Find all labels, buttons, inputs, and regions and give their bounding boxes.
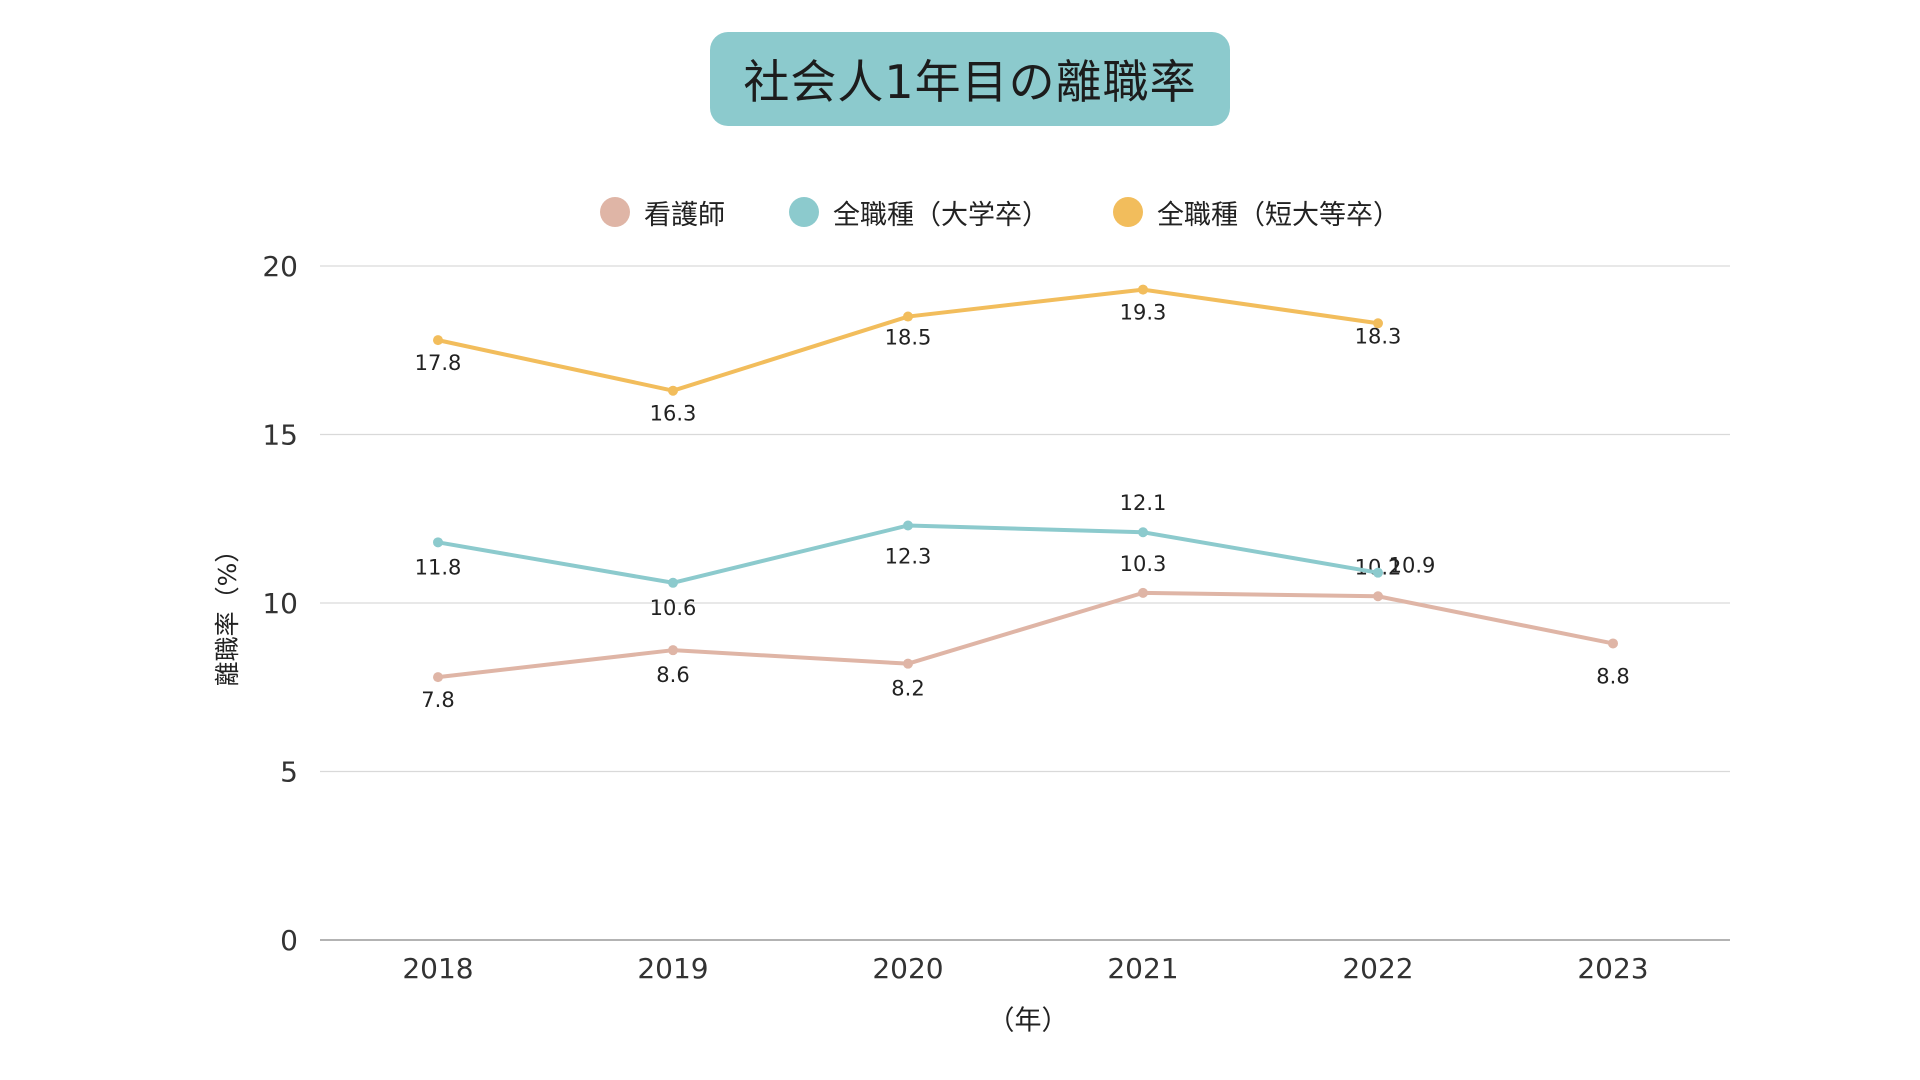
legend-item-junior-college: 全職種（短大等卒） xyxy=(1113,193,1400,232)
data-point xyxy=(1373,318,1383,329)
data-label: 8.2 xyxy=(891,677,924,701)
legend-swatch-nurse xyxy=(600,197,630,227)
data-label: 17.8 xyxy=(415,351,462,375)
legend-item-nurse: 看護師 xyxy=(600,193,725,232)
y-axis-label: 離職率（%） xyxy=(213,537,242,687)
x-tick-label: 2023 xyxy=(1577,952,1648,985)
legend-swatch-university xyxy=(789,197,819,227)
data-point xyxy=(1608,638,1618,649)
legend: 看護師 全職種（大学卒） 全職種（短大等卒） xyxy=(600,190,1400,234)
x-tick-label: 2022 xyxy=(1342,952,1413,985)
data-label: 8.6 xyxy=(656,663,689,687)
legend-item-university: 全職種（大学卒） xyxy=(789,193,1049,232)
data-label: 8.8 xyxy=(1596,664,1629,688)
legend-swatch-junior-college xyxy=(1113,197,1143,227)
data-label: 12.1 xyxy=(1120,491,1167,515)
data-label: 19.3 xyxy=(1120,301,1167,325)
data-point xyxy=(1138,284,1148,295)
y-tick-label: 20 xyxy=(262,250,298,283)
data-point xyxy=(1138,587,1148,598)
data-point xyxy=(1138,527,1148,538)
data-point xyxy=(433,672,443,683)
data-label: 18.3 xyxy=(1355,324,1402,348)
data-point xyxy=(433,335,443,346)
y-tick-label: 15 xyxy=(262,419,298,452)
y-tick-label: 0 xyxy=(280,924,298,957)
series-line xyxy=(437,590,1614,680)
data-label: 12.3 xyxy=(885,544,932,568)
data-label: 10.3 xyxy=(1120,552,1167,576)
x-tick-label: 2020 xyxy=(872,952,943,985)
x-tick-label: 2021 xyxy=(1107,952,1178,985)
data-point xyxy=(903,520,913,531)
x-axis-label: （年） xyxy=(987,1005,1069,1037)
data-point xyxy=(668,645,678,656)
data-point xyxy=(668,577,678,588)
legend-label-junior-college: 全職種（短大等卒） xyxy=(1157,199,1400,231)
data-point xyxy=(433,537,443,548)
x-tick-label: 2019 xyxy=(637,952,708,985)
legend-label-university: 全職種（大学卒） xyxy=(833,199,1049,231)
y-tick-label: 5 xyxy=(280,756,298,789)
x-tick-label: 2018 xyxy=(402,952,473,985)
data-label: 7.8 xyxy=(421,688,454,712)
data-point xyxy=(903,311,913,322)
data-point xyxy=(1373,591,1383,602)
data-label: 11.8 xyxy=(415,555,462,579)
data-point xyxy=(1373,567,1383,578)
chart-title: 社会人1年目の離職率 xyxy=(710,32,1230,126)
data-label: 16.3 xyxy=(650,402,697,426)
y-tick-label: 10 xyxy=(262,587,298,620)
data-point xyxy=(903,658,913,669)
data-label: 10.6 xyxy=(650,596,697,620)
legend-label-nurse: 看護師 xyxy=(644,199,725,231)
data-label: 18.5 xyxy=(885,326,932,350)
data-label: 10.9 xyxy=(1389,554,1436,578)
data-point xyxy=(668,385,678,396)
